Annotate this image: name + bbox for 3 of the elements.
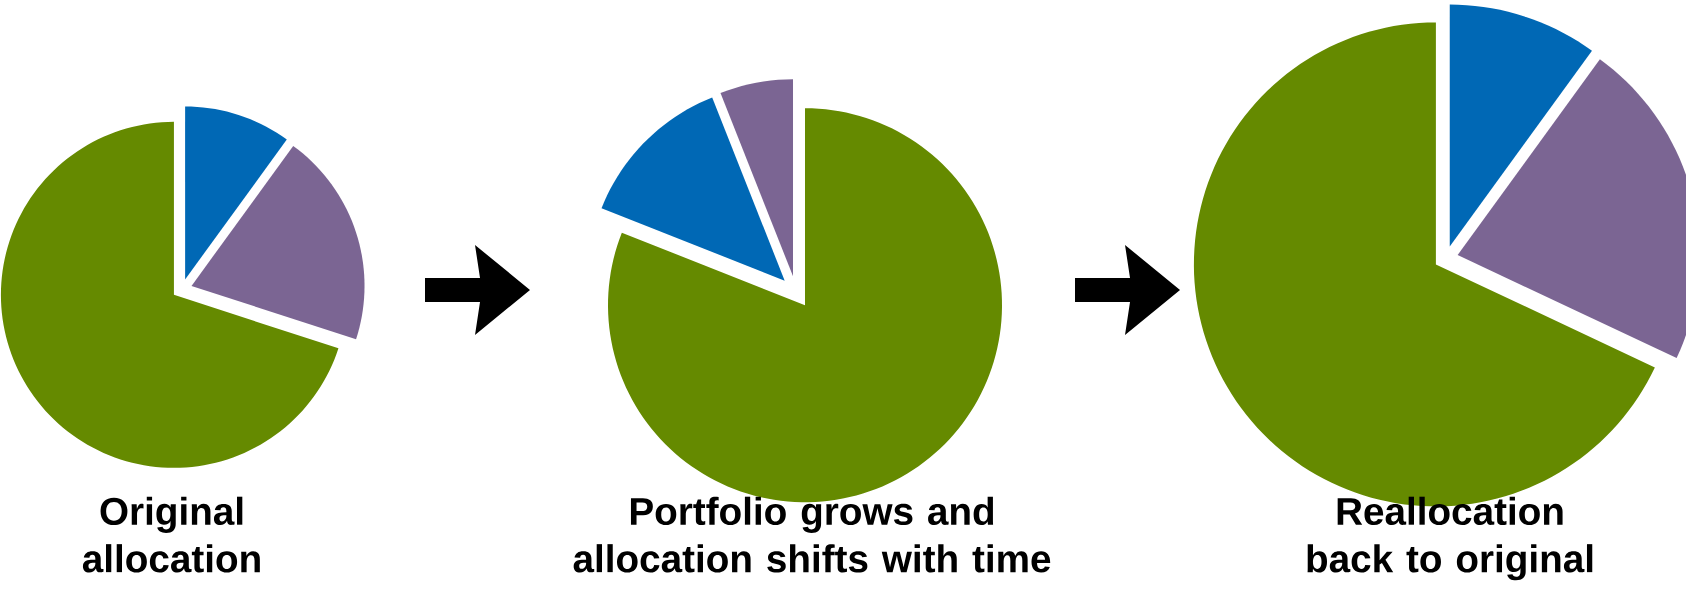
text: Original allocation (82, 496, 260, 573)
text: Reallocation back to original (1307, 496, 1593, 581)
text: Portfolio grows and allocation shifts with time (573, 496, 1051, 573)
